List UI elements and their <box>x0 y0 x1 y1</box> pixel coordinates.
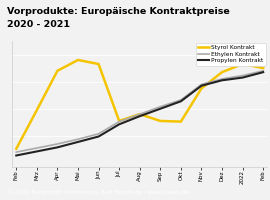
Legend: Styrol Kontrakt, Ethylen Kontrakt, Propylen Kontrakt: Styrol Kontrakt, Ethylen Kontrakt, Propy… <box>196 43 266 66</box>
Text: Vorprodukte: Europäische Kontraktpreise
2020 - 2021: Vorprodukte: Europäische Kontraktpreise … <box>7 7 230 29</box>
Text: © 2022 Kunststoff Information, Bad Homburg · www.kiweb.de: © 2022 Kunststoff Information, Bad Hombu… <box>7 190 189 195</box>
